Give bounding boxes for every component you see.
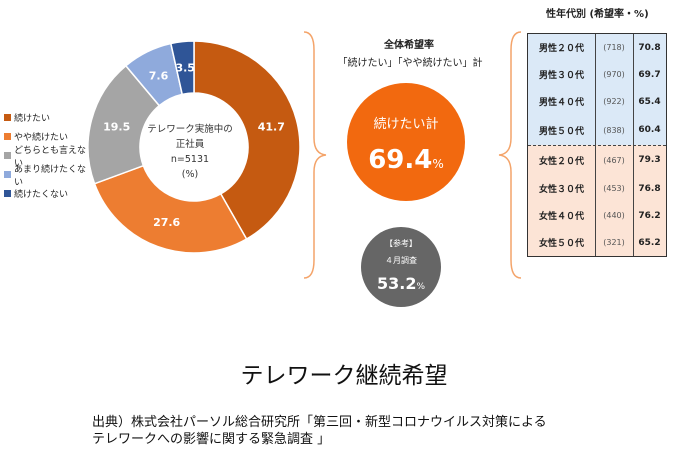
row-sample-size: (838) (603, 125, 625, 135)
donut-center-label: テレワーク実施中の 正社員 n=5131 (%) (130, 122, 250, 182)
legend-label: どちらとも言えない (14, 145, 87, 169)
center-line: n=5131 (170, 154, 210, 165)
row-label: 女性２０代 (538, 156, 584, 167)
main-title: テレワーク継続希望 (240, 363, 448, 389)
table-row: 女性４０代 (440) 76.2 (528, 202, 666, 229)
legend-swatch (4, 171, 11, 178)
table-row: 男性２０代 (718) 70.8 (528, 34, 666, 61)
age-gender-table: 男性２０代 (718) 70.8 男性３０代 (970) 69.7 男性４０代 (922)… (527, 33, 667, 257)
legend-label: やや続けたい (14, 133, 69, 143)
reference-month: ４月調査 (385, 256, 417, 265)
chart-legend: 続けたい やや続けたい どちらとも言えない あまり続けたくない 続けたくない (4, 108, 94, 203)
legend-item: あまり続けたくない (4, 165, 94, 188)
source-note: 出典）株式会社パーソル総合研究所「第三回・新型コロナウイルス対策による テレワー… (92, 414, 547, 448)
overall-title: 全体希望率 (384, 40, 434, 51)
row-sample-size: (321) (603, 238, 625, 247)
overall-rate-label: 続けたい計 (373, 117, 439, 132)
legend-swatch (4, 114, 11, 121)
legend-swatch (4, 190, 11, 197)
source-line: テレワークへの影響に関する緊急調査 」 (92, 432, 331, 447)
legend-item: 続けたい (4, 108, 94, 127)
table-row: 男性５０代 (838) 60.4 (528, 115, 666, 145)
donut-slice (193, 40, 301, 241)
slice-value-label: 27.6 (153, 216, 180, 229)
center-line: (%) (181, 169, 199, 180)
row-sample-size: (467) (603, 155, 625, 165)
legend-label: 続けたくない (14, 190, 69, 200)
overall-rate-circle: 続けたい計 69.4% (347, 83, 465, 201)
row-label: 女性３０代 (538, 185, 584, 195)
row-label: 女性４０代 (538, 212, 584, 222)
table-gender-divider (528, 145, 666, 146)
donut-slice (169, 40, 195, 96)
slice-value-label: 7.6 (149, 69, 169, 82)
donut-slice (87, 64, 161, 185)
legend-swatch (4, 133, 11, 140)
overall-rate-number: 69.4 (368, 145, 433, 175)
row-sample-size: (718) (603, 43, 625, 52)
row-sample-size: (453) (603, 184, 625, 193)
reference-tag: 【参考】 (385, 239, 417, 248)
right-brace (498, 31, 522, 279)
row-label: 男性４０代 (538, 98, 584, 108)
reference-unit: % (416, 282, 426, 292)
legend-item: どちらとも言えない (4, 146, 94, 169)
row-label: 女性５０代 (538, 239, 584, 249)
row-value: 76.8 (638, 183, 661, 194)
row-value: 69.7 (638, 69, 661, 80)
reference-value: 53.2% (361, 274, 441, 293)
table-row: 女性２０代 (467) 79.3 (528, 145, 666, 175)
table-row: 男性３０代 (970) 69.7 (528, 61, 666, 88)
row-value: 79.3 (638, 155, 661, 165)
row-value: 65.4 (638, 96, 661, 107)
row-label: 男性２０代 (538, 44, 584, 54)
table-title: 性年代別 (希望率・%) (546, 9, 649, 20)
source-line: 出典）株式会社パーソル総合研究所「第三回・新型コロナウイルス対策による (92, 415, 547, 430)
legend-label: あまり続けたくない (14, 164, 87, 188)
legend-label: 続けたい (14, 114, 51, 124)
overall-subtitle: 「続けたい」「やや続けたい」計 (337, 58, 483, 69)
row-value: 70.8 (638, 42, 661, 53)
row-value: 65.2 (638, 237, 661, 248)
overall-rate-value: 69.4% (347, 145, 465, 175)
overall-rate-unit: % (432, 157, 444, 171)
slice-value-label: 3.5 (175, 61, 195, 74)
donut-slice (93, 164, 248, 254)
left-brace (303, 31, 327, 279)
row-label: 男性５０代 (538, 126, 584, 137)
table-row: 女性３０代 (453) 76.8 (528, 175, 666, 202)
slice-value-label: 19.5 (103, 120, 130, 133)
center-line: テレワーク実施中の (147, 124, 233, 135)
legend-swatch (4, 152, 11, 159)
row-value: 76.2 (638, 210, 661, 221)
slice-value-label: 41.7 (258, 120, 285, 133)
row-label: 男性３０代 (538, 71, 584, 81)
table-row: 男性４０代 (922) 65.4 (528, 88, 666, 115)
reference-circle: 【参考】 ４月調査 53.2% (361, 227, 441, 307)
table-row: 女性５０代 (321) 65.2 (528, 229, 666, 256)
row-sample-size: (922) (603, 97, 625, 106)
row-sample-size: (440) (603, 211, 625, 220)
legend-item: 続けたくない (4, 184, 94, 203)
center-line: 正社員 (175, 139, 205, 150)
reference-number: 53.2 (376, 274, 417, 293)
row-sample-size: (970) (603, 70, 625, 79)
row-value: 60.4 (638, 125, 661, 135)
legend-item: やや続けたい (4, 127, 94, 146)
